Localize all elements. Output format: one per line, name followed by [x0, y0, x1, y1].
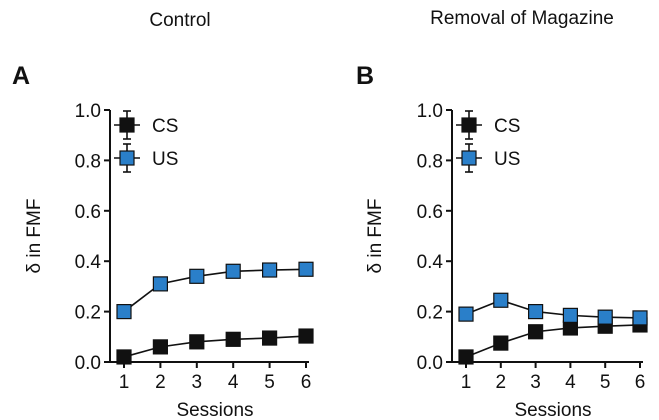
panel-a-x-tick-label: 4: [228, 372, 239, 393]
panel-b-y-tick-label: 0.4: [417, 252, 444, 273]
panel-b-y-tick-label: 0.0: [417, 353, 443, 374]
panel-a-us-point: [298, 261, 314, 277]
panel-a-x-tick-label: 6: [301, 372, 312, 393]
panel-b-y-tick-label: 0.8: [417, 151, 443, 172]
panel-b-us-line: [465, 299, 641, 319]
panel-b-x-tick-label: 4: [565, 372, 576, 393]
panel-b-cs-point: [458, 349, 474, 365]
panel-b-title: Removal of Magazine: [430, 8, 614, 29]
panel-a-cs-line: [123, 335, 307, 358]
panel-b-legend-marker: [461, 150, 477, 166]
panel-a-x-tick-label: 2: [155, 372, 166, 393]
panel-a-us-line: [123, 268, 307, 313]
panel-b-x-tick-label: 3: [530, 372, 541, 393]
panel-a-x-tick-label: 1: [119, 372, 130, 393]
panel-b-letter: B: [356, 62, 374, 90]
panel-a-legend-label: CS: [152, 116, 178, 137]
panel-a-cs-point: [225, 331, 241, 347]
panel-b-y-axis-label: δ in FMF: [365, 199, 386, 274]
panel-b-us-point: [562, 307, 579, 323]
panel-b-cs-point: [493, 335, 509, 351]
panel-b-x-tick-label: 6: [635, 372, 646, 393]
panel-a-us-point: [152, 276, 168, 292]
panel-a-y-tick-label: 0.8: [75, 151, 101, 172]
panel-a-legend-marker: [119, 117, 135, 133]
panel-b-x-axis-label: Sessions: [514, 400, 591, 420]
panel-b-y-tick-label: 0.2: [417, 303, 443, 324]
panel-a-y-tick-label: 0.2: [75, 303, 101, 324]
panel-a-us-point: [225, 263, 241, 279]
panel-b-us-point: [597, 309, 613, 325]
panel-a-letter: A: [12, 62, 30, 90]
panel-b-cs-point: [562, 320, 579, 336]
panel-a-cs-point: [298, 328, 314, 344]
panel-b-us-point: [458, 306, 474, 322]
panel-a-y-tick-label: 0.6: [75, 202, 101, 223]
panel-a-y-tick-label: 0.0: [75, 353, 101, 374]
panel-a-title: Control: [149, 10, 210, 31]
panel-a-cs-point: [189, 334, 205, 350]
panel-b-legend-label: CS: [494, 116, 520, 137]
panel-a-cs-point: [262, 330, 278, 346]
panel-a-x-tick-label: 3: [192, 372, 203, 393]
panel-b-cs-point: [527, 324, 544, 340]
panel-a-us-point: [189, 268, 205, 284]
panel-a-us-point: [262, 262, 278, 278]
panel-a-us-point: [116, 304, 132, 320]
panel-b-legend-marker: [461, 117, 477, 133]
panel-b-cs-line: [465, 324, 641, 358]
panel-a-legend-marker: [119, 150, 135, 166]
panel-a-x-axis-label: Sessions: [176, 400, 253, 420]
panel-b-x-tick-label: 5: [600, 372, 611, 393]
panel-a-cs-point: [116, 349, 132, 365]
panel-a-x-tick-label: 5: [264, 372, 275, 393]
panel-b-y-tick-label: 1.0: [417, 101, 443, 122]
panel-b-x-tick-label: 1: [461, 372, 472, 393]
panel-b-y-tick-label: 0.6: [417, 202, 443, 223]
panel-a-y-tick-label: 0.4: [75, 252, 102, 273]
panel-a-y-tick-label: 1.0: [75, 101, 101, 122]
panel-a-y-axis-label: δ in FMF: [24, 199, 45, 274]
panel-b-x-tick-label: 2: [496, 372, 507, 393]
panel-b-us-point: [527, 304, 544, 320]
panel-b-us-point: [632, 310, 648, 326]
panel-a-legend-label: US: [152, 149, 178, 170]
panel-b-us-point: [493, 292, 509, 308]
panel-a-cs-point: [152, 339, 168, 355]
panel-b-legend-label: US: [494, 149, 520, 170]
